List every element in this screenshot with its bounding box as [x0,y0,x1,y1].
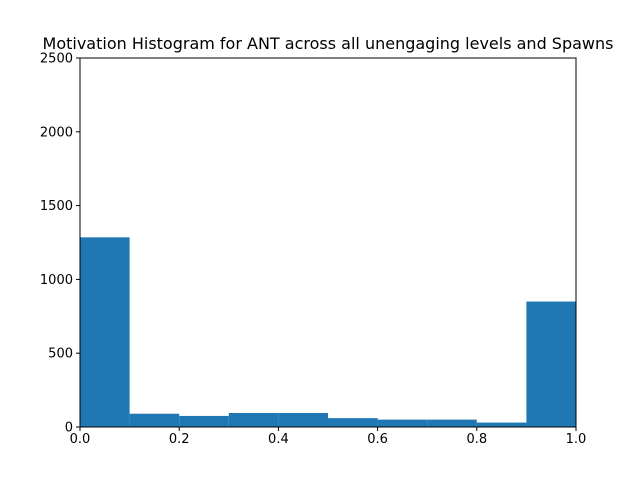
histogram-bar [228,412,279,427]
histogram-bar [129,413,180,427]
x-tick-label: 0.0 [70,432,91,447]
y-tick-label: 1000 [40,273,73,288]
x-axis: 0.0 0.2 0.4 0.6 0.8 1.0 [70,427,587,447]
histogram-bar [80,237,130,427]
y-tick-label: 0 [65,421,73,436]
histogram-bar [278,412,328,427]
histogram-bar [427,419,477,427]
y-tick-label: 2500 [40,52,73,67]
y-tick-label: 1500 [40,199,73,214]
bars-group [80,237,576,427]
x-tick-label: 0.8 [466,432,487,447]
histogram-bar [179,415,229,427]
histogram-bar [526,301,576,427]
histogram-bar [476,422,527,427]
plot-frame [79,57,577,428]
y-tick-label: 500 [48,347,73,362]
x-tick-label: 0.4 [268,432,289,447]
histogram-bar [328,418,378,427]
x-tick-label: 0.2 [169,432,190,447]
x-tick-label: 0.6 [367,432,388,447]
chart-title: Motivation Histogram for ANT across all … [43,34,614,53]
histogram-bar [377,419,428,427]
y-tick-label: 2000 [40,125,73,140]
y-axis: 0 500 1000 1500 2000 2500 [40,52,80,436]
x-tick-label: 1.0 [566,432,587,447]
